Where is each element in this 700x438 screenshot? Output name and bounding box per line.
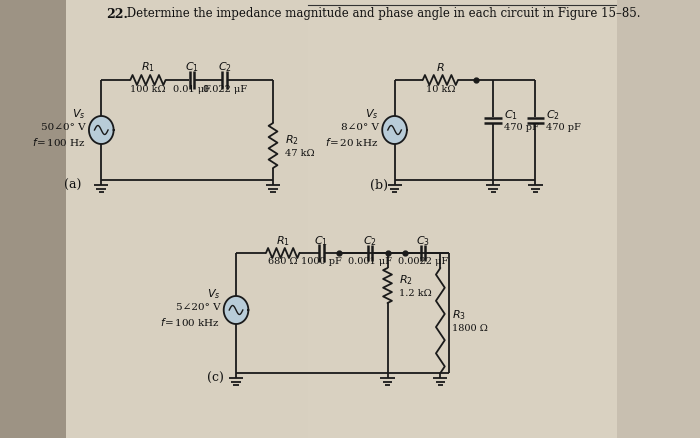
Text: (a): (a) <box>64 179 81 191</box>
Text: 50∠0° V: 50∠0° V <box>41 124 85 133</box>
Text: $V_s$: $V_s$ <box>365 107 379 121</box>
Text: $R_2$: $R_2$ <box>286 134 299 148</box>
Text: $C_1$: $C_1$ <box>185 60 199 74</box>
Text: $C_2$: $C_2$ <box>218 60 232 74</box>
Text: 1.2 kΩ: 1.2 kΩ <box>399 289 432 298</box>
Text: $R_3$: $R_3$ <box>452 309 466 322</box>
Text: $f$ = 20 kHz: $f$ = 20 kHz <box>326 136 379 148</box>
Bar <box>0 0 66 438</box>
Text: $R$: $R$ <box>436 61 445 73</box>
Text: $C_2$: $C_2$ <box>546 108 560 122</box>
Text: 0.022 μF: 0.022 μF <box>202 85 246 95</box>
Bar <box>66 0 617 438</box>
Text: 47 kΩ: 47 kΩ <box>286 149 315 158</box>
Polygon shape <box>89 116 113 144</box>
Text: 10 kΩ: 10 kΩ <box>426 85 455 95</box>
Text: $C_1$: $C_1$ <box>314 234 328 248</box>
Text: 0.001 μF: 0.001 μF <box>348 258 392 266</box>
Text: $V_s$: $V_s$ <box>72 107 85 121</box>
Text: $C_2$: $C_2$ <box>363 234 377 248</box>
Text: 0.01 μF: 0.01 μF <box>173 85 211 95</box>
Text: $f$ = 100 Hz: $f$ = 100 Hz <box>32 136 85 148</box>
Text: $C_3$: $C_3$ <box>416 234 430 248</box>
Polygon shape <box>382 116 407 144</box>
Text: 0.0022 μF: 0.0022 μF <box>398 258 448 266</box>
Text: 5∠20° V: 5∠20° V <box>176 304 220 312</box>
Bar <box>308 0 617 438</box>
Text: 100 kΩ: 100 kΩ <box>130 85 166 95</box>
Text: 8∠0° V: 8∠0° V <box>341 124 379 133</box>
Text: $R_1$: $R_1$ <box>276 234 290 248</box>
Text: $f$ = 100 kHz: $f$ = 100 kHz <box>160 316 220 328</box>
Text: 470 pF: 470 pF <box>546 124 581 133</box>
Text: 22.: 22. <box>106 7 127 21</box>
Polygon shape <box>224 296 248 324</box>
Text: $C_1$: $C_1$ <box>504 108 518 122</box>
Text: 470 pF: 470 pF <box>504 124 538 133</box>
Text: $R_2$: $R_2$ <box>399 274 413 287</box>
Text: 1000 pF: 1000 pF <box>301 258 342 266</box>
Text: (b): (b) <box>370 179 388 191</box>
Text: 680 Ω: 680 Ω <box>268 258 298 266</box>
Text: $R_1$: $R_1$ <box>141 60 155 74</box>
Text: 1800 Ω: 1800 Ω <box>452 324 488 333</box>
Text: Determine the impedance magnitude and phase angle in each circuit in Figure 15–8: Determine the impedance magnitude and ph… <box>123 7 640 21</box>
Text: $V_s$: $V_s$ <box>206 287 220 301</box>
Text: (c): (c) <box>207 371 224 385</box>
